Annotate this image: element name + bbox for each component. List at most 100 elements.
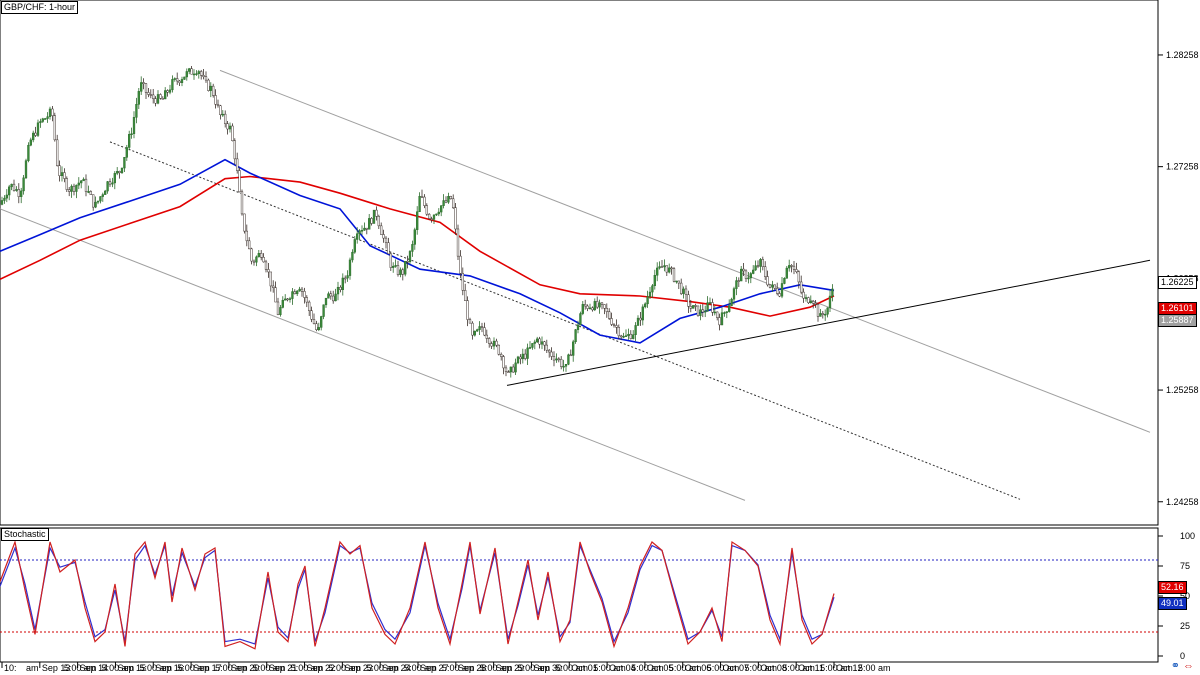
candle-body xyxy=(22,177,25,192)
candle-body xyxy=(831,288,834,297)
x-tick-sublabel: 5:00 am xyxy=(404,663,437,673)
arrows-icon[interactable]: ⇔ xyxy=(1183,660,1194,672)
candle-body xyxy=(524,353,527,359)
candle-body xyxy=(543,341,546,346)
x-tick-label: Sep 27 xyxy=(420,663,449,673)
indicator-title: Stochastic xyxy=(1,528,49,541)
candle-body xyxy=(682,288,685,294)
candle-body xyxy=(238,170,241,193)
x-tick-sublabel: 5:00 am xyxy=(518,663,551,673)
candle-body xyxy=(464,290,467,301)
candle-body xyxy=(353,239,356,253)
x-tick-label: Sep 14 xyxy=(80,663,109,673)
candle-body xyxy=(759,259,762,267)
candle-body xyxy=(644,303,647,308)
candle-body xyxy=(209,85,212,91)
candle-body xyxy=(324,297,328,306)
candle-body xyxy=(468,319,472,324)
candle-body xyxy=(233,140,236,160)
candle-body xyxy=(576,324,580,330)
candle-body xyxy=(826,307,829,315)
candle-body xyxy=(3,197,6,201)
candle-body xyxy=(488,338,491,344)
x-tick-sublabel: 5:00 am xyxy=(745,663,778,673)
candle-body xyxy=(149,94,152,96)
candle-body xyxy=(593,301,596,311)
candle-body xyxy=(747,277,750,280)
candle-body xyxy=(339,286,342,290)
candle-body xyxy=(166,90,169,93)
candle-body xyxy=(125,147,128,158)
candle-body xyxy=(677,280,680,284)
candle-body xyxy=(610,318,613,325)
candle-body xyxy=(15,189,18,191)
candle-body xyxy=(20,190,23,197)
candle-body xyxy=(456,228,460,257)
candle-body xyxy=(540,341,544,345)
candle-body xyxy=(77,182,80,186)
candle-body xyxy=(507,371,510,373)
price-panel[interactable] xyxy=(0,0,1159,526)
candle-body xyxy=(584,304,587,307)
candle-body xyxy=(548,349,551,353)
x-tick-label: Sep 22 xyxy=(307,663,336,673)
corner-icons[interactable]: ⚭ ⇔ xyxy=(1171,659,1194,672)
candle-body xyxy=(512,366,515,373)
candle-body xyxy=(711,302,714,313)
candle-body xyxy=(219,105,222,115)
x-tick-label: Sep 20 xyxy=(231,663,260,673)
candle-body xyxy=(665,265,668,273)
candle-body xyxy=(44,118,47,120)
candle-body xyxy=(495,340,498,346)
price-tick-label: 1.27258 xyxy=(1166,162,1199,172)
candle-body xyxy=(802,291,805,299)
candle-body xyxy=(317,327,320,330)
candle-body xyxy=(809,301,812,304)
candle-body xyxy=(627,333,630,336)
candle-body xyxy=(670,267,673,270)
candle-body xyxy=(293,291,296,295)
stoch-tick-label: 50 xyxy=(1180,591,1190,601)
candle-body xyxy=(435,213,438,216)
candle-body xyxy=(329,293,332,297)
candle-body xyxy=(396,265,400,275)
candle-body xyxy=(514,362,517,373)
candle-body xyxy=(387,242,390,255)
candle-body xyxy=(480,326,484,328)
candle-body xyxy=(792,265,796,270)
link-icon[interactable]: ⚭ xyxy=(1170,660,1180,672)
candle-body xyxy=(56,139,59,166)
candle-body xyxy=(178,80,181,83)
candle-body xyxy=(800,281,803,293)
candle-body xyxy=(286,298,289,301)
candle-body xyxy=(351,251,354,261)
candle-body xyxy=(123,157,126,169)
candle-body xyxy=(420,196,424,198)
candle-body xyxy=(356,233,359,240)
x-tick-sublabel: 5:00 am xyxy=(366,663,399,673)
candle-body xyxy=(363,227,366,231)
candle-body xyxy=(327,293,330,299)
candle-body xyxy=(101,194,104,197)
candle-body xyxy=(502,356,505,369)
candle-body xyxy=(603,304,606,309)
candle-body xyxy=(214,95,217,105)
x-tick-sublabel: 5:00 am xyxy=(64,663,97,673)
candle-body xyxy=(291,291,294,299)
x-tick-sublabel: 5:00 am xyxy=(291,663,324,673)
candle-body xyxy=(742,268,745,272)
candle-body xyxy=(75,184,78,192)
candle-body xyxy=(58,165,61,176)
candle-body xyxy=(207,79,210,91)
candle-body xyxy=(183,76,186,80)
candle-body xyxy=(413,229,416,245)
candle-body xyxy=(694,305,697,307)
candle-body xyxy=(814,303,817,305)
x-tick-label: Sep 24 xyxy=(382,663,411,673)
candle-body xyxy=(432,214,436,220)
candle-body xyxy=(471,322,474,336)
candle-body xyxy=(192,73,196,76)
candle-body xyxy=(36,122,40,136)
candle-body xyxy=(336,286,340,295)
